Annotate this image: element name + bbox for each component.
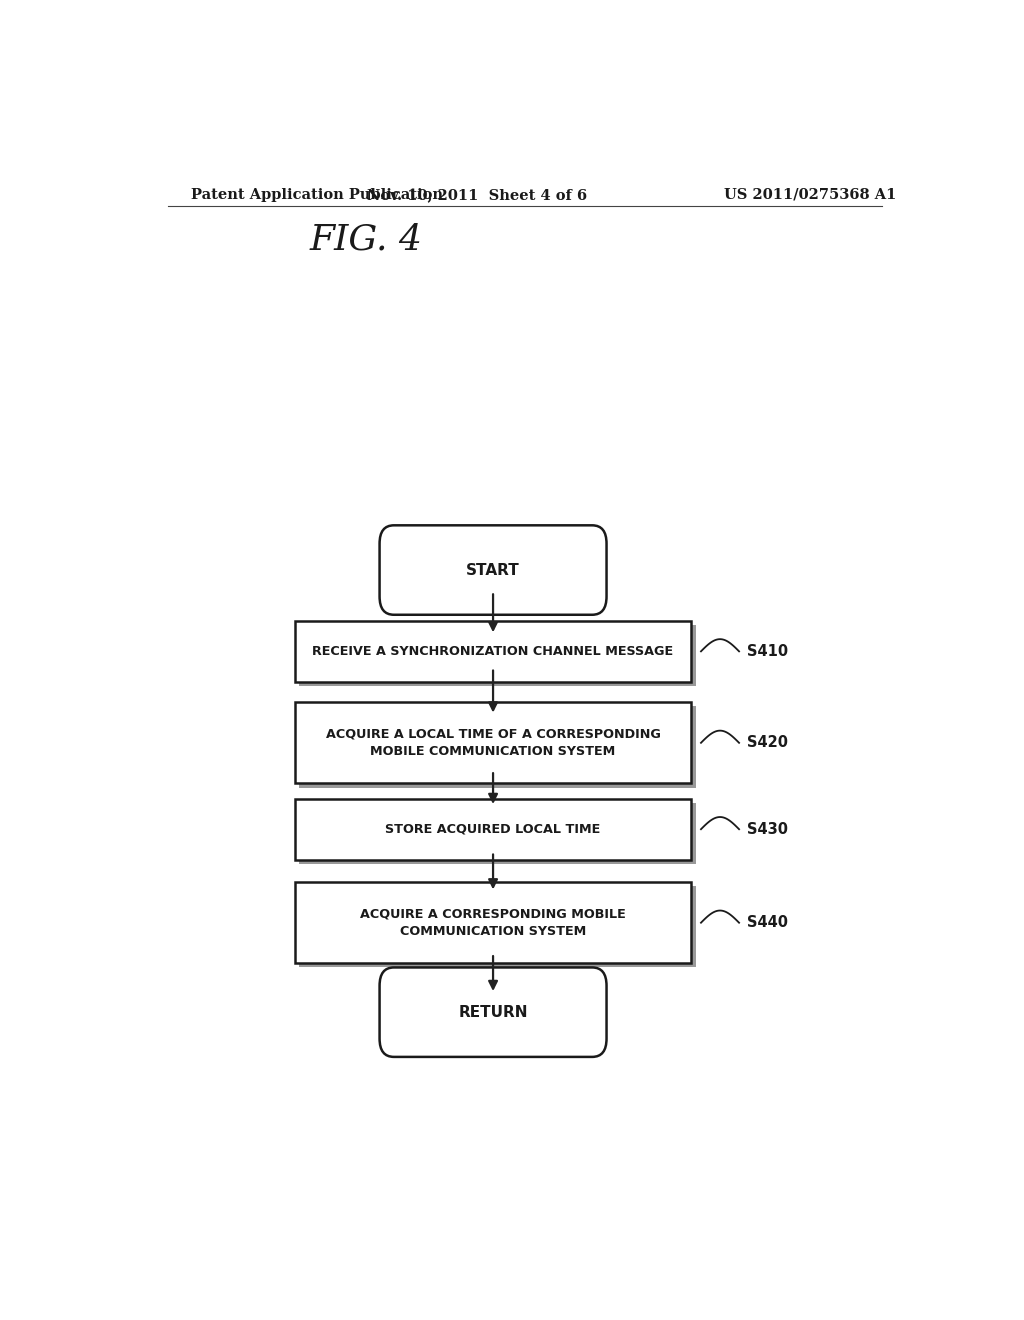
Bar (295, 882, 691, 964)
Text: S420: S420 (748, 735, 788, 750)
Text: RECEIVE A SYNCHRONIZATION CHANNEL MESSAGE: RECEIVE A SYNCHRONIZATION CHANNEL MESSAG… (312, 645, 674, 657)
Text: S440: S440 (748, 915, 788, 931)
Text: ACQUIRE A CORRESPONDING MOBILE
COMMUNICATION SYSTEM: ACQUIRE A CORRESPONDING MOBILE COMMUNICA… (360, 908, 626, 937)
Text: START: START (466, 562, 520, 578)
Bar (295, 620, 691, 682)
Text: US 2011/0275368 A1: US 2011/0275368 A1 (724, 187, 897, 202)
Text: STORE ACQUIRED LOCAL TIME: STORE ACQUIRED LOCAL TIME (385, 822, 601, 836)
Text: ACQUIRE A LOCAL TIME OF A CORRESPONDING
MOBILE COMMUNICATION SYSTEM: ACQUIRE A LOCAL TIME OF A CORRESPONDING … (326, 727, 660, 758)
Text: S430: S430 (748, 822, 788, 837)
FancyBboxPatch shape (380, 525, 606, 615)
Bar (299, 886, 696, 968)
Text: FIG. 4: FIG. 4 (309, 223, 423, 256)
Bar (299, 706, 696, 788)
Bar (295, 702, 691, 784)
Bar (299, 624, 696, 686)
Text: Nov. 10, 2011  Sheet 4 of 6: Nov. 10, 2011 Sheet 4 of 6 (368, 187, 587, 202)
Text: Patent Application Publication: Patent Application Publication (191, 187, 443, 202)
Bar (299, 803, 696, 863)
Bar (295, 799, 691, 859)
Text: RETURN: RETURN (459, 1005, 527, 1019)
FancyBboxPatch shape (380, 968, 606, 1057)
Text: S410: S410 (748, 644, 788, 659)
